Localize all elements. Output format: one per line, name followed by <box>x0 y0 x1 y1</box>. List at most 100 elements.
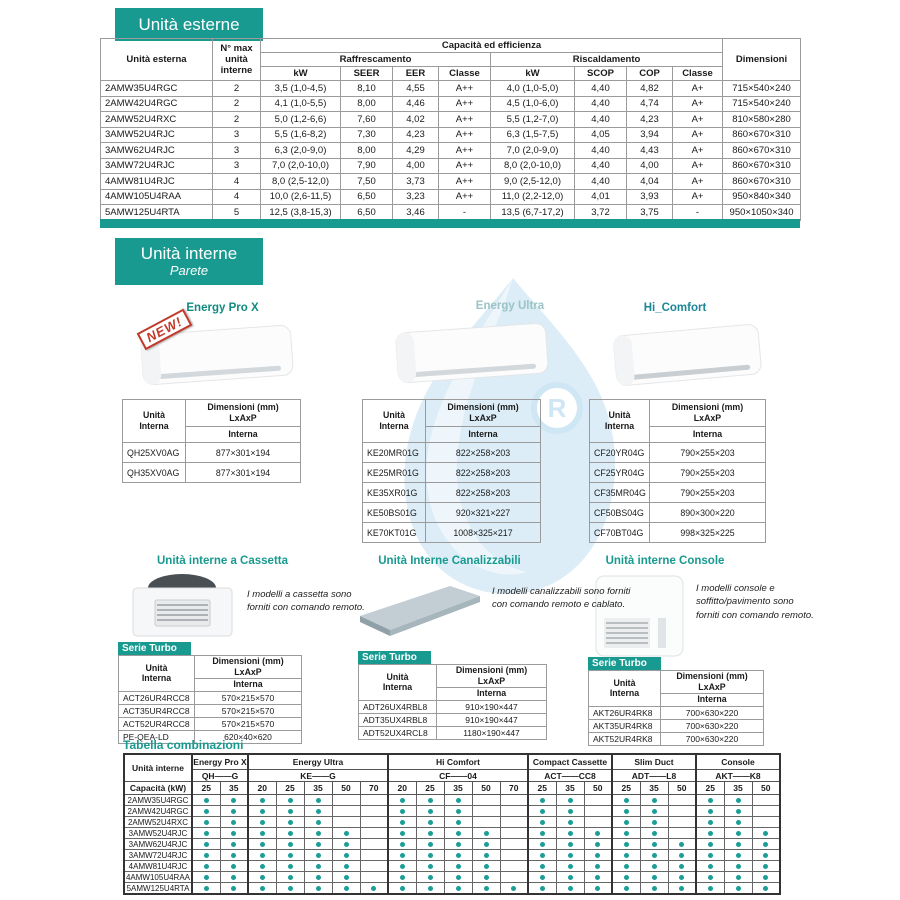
compatibility-dot-icon <box>259 886 265 892</box>
compatibility-cell <box>219 816 249 828</box>
table-row: QH35XV0AG 877×301×194 <box>122 462 301 483</box>
compatibility-dot-icon <box>315 864 321 870</box>
compatibility-cell <box>583 860 613 872</box>
compatibility-cell <box>387 860 417 872</box>
table-body: KE20MR01G 822×258×203 KE25MR01G 822×258×203… <box>362 442 541 543</box>
group-header: Energy Ultra <box>247 753 389 770</box>
compatibility-cell <box>219 849 249 861</box>
compatibility-cell <box>275 838 305 850</box>
series-code-header: ACT——CC8 <box>527 769 613 782</box>
col-header-seer: SEER <box>340 66 393 81</box>
value-cell: A++ <box>438 126 491 143</box>
value-cell: 4,40 <box>574 95 627 112</box>
compatibility-dot-icon <box>707 875 713 881</box>
compatibility-cell <box>611 794 641 806</box>
compatibility-cell <box>331 849 361 861</box>
compatibility-cell <box>387 882 417 895</box>
combination-row: 3AMW72U4RJC <box>123 849 781 861</box>
compatibility-dot-icon <box>707 820 713 826</box>
compatibility-cell <box>527 871 557 883</box>
compatibility-cell <box>555 805 585 817</box>
table-row: KE50BS01G 920×321×227 <box>362 502 541 523</box>
compatibility-cell <box>331 871 361 883</box>
compatibility-cell <box>611 849 641 861</box>
indoor-units-title: Unità interne <box>140 244 238 264</box>
compatibility-dot-icon <box>287 831 293 837</box>
model-cell: CF25YR04G <box>589 462 650 483</box>
table-row: KE20MR01G 822×258×203 <box>362 442 541 463</box>
value-cell: A+ <box>671 157 724 174</box>
compatibility-dot-icon <box>707 886 713 892</box>
compatibility-dot-icon <box>651 809 657 815</box>
col-header-unit: Unità Interna <box>118 655 195 692</box>
compatibility-dot-icon <box>315 820 321 826</box>
compatibility-dot-icon <box>511 886 517 892</box>
compatibility-dot-icon <box>231 886 237 892</box>
model-cell: 4AMW81U4RJC <box>123 860 193 872</box>
compatibility-dot-icon <box>735 798 741 804</box>
value-cell: A+ <box>671 188 724 205</box>
compatibility-dot-icon <box>623 875 629 881</box>
compatibility-cell <box>191 871 221 883</box>
compatibility-dot-icon <box>651 875 657 881</box>
dimensions-cell: 822×258×203 <box>425 442 541 463</box>
compatibility-dot-icon <box>427 886 433 892</box>
compatibility-dot-icon <box>679 875 685 881</box>
compatibility-dot-icon <box>679 842 685 848</box>
indoor-units-subtitle: Parete <box>169 262 209 278</box>
compatibility-cell <box>331 838 361 850</box>
model-cell: 3AMW62U4RJC <box>123 838 193 850</box>
col-header-kw: kW <box>490 66 575 81</box>
outdoor-table-row: 3AMW62U4RJC 3 6,3 (2,0-9,0) 8,00 4,29 A++ 7,0 … <box>100 142 802 159</box>
value-cell: 860×670×310 <box>722 157 802 174</box>
compatibility-cell <box>723 794 753 806</box>
compatibility-cell <box>723 871 753 883</box>
capacity-header: 50 <box>471 781 501 795</box>
dimensions-cell: 822×258×203 <box>425 482 541 503</box>
table-row: AKT52UR4RK8 700×630×220 <box>588 731 764 746</box>
table-row: CF25YR04G 790×255×203 <box>589 462 766 483</box>
capacity-header: 35 <box>303 781 333 795</box>
compatibility-dot-icon <box>203 853 209 859</box>
combination-row: 4AMW81U4RJC <box>123 860 781 872</box>
col-header-unit: Unità esterna <box>100 38 213 81</box>
compatibility-cell <box>695 827 725 839</box>
compatibility-dot-icon <box>399 831 405 837</box>
compatibility-dot-icon <box>231 820 237 826</box>
combinations-table: Unità interne Energy Pro X Energy Ultra Hi … <box>123 753 781 895</box>
value-cell: 4,40 <box>574 111 627 128</box>
group-header: Compact Cassette <box>527 753 613 770</box>
model-cell: ACT35UR4RCC8 <box>118 703 195 718</box>
capacity-header: 25 <box>191 781 221 795</box>
col-header-scop: SCOP <box>574 66 627 81</box>
compatibility-dot-icon <box>455 864 461 870</box>
compatibility-cell <box>751 827 781 839</box>
compatibility-dot-icon <box>707 831 713 837</box>
compatibility-cell <box>639 794 669 806</box>
compatibility-dot-icon <box>483 864 489 870</box>
compatibility-cell <box>331 794 361 806</box>
model-cell: KE25MR01G <box>362 462 426 483</box>
compatibility-cell <box>471 838 501 850</box>
value-cell: 4,40 <box>574 142 627 159</box>
compatibility-cell <box>667 871 697 883</box>
compatibility-cell <box>247 882 277 895</box>
value-cell: 3,72 <box>574 204 627 221</box>
model-cell: AKT26UR4RK8 <box>588 705 661 720</box>
model-cell: 5AMW125U4RTA <box>100 204 213 221</box>
combination-row: 2AMW52U4RXC <box>123 816 781 828</box>
value-cell: 13,5 (6,7-17,2) <box>490 204 575 221</box>
wall-unit-image <box>613 324 762 386</box>
value-cell: A++ <box>438 111 491 128</box>
value-cell: 715×540×240 <box>722 80 802 97</box>
compatibility-cell <box>751 882 781 895</box>
value-cell: 6,50 <box>340 204 393 221</box>
compatibility-cell <box>611 860 641 872</box>
compatibility-cell <box>275 827 305 839</box>
capacity-header: 70 <box>499 781 529 795</box>
compatibility-dot-icon <box>455 820 461 826</box>
compatibility-dot-icon <box>707 853 713 859</box>
compatibility-dot-icon <box>539 820 545 826</box>
value-cell: 3 <box>212 157 261 174</box>
